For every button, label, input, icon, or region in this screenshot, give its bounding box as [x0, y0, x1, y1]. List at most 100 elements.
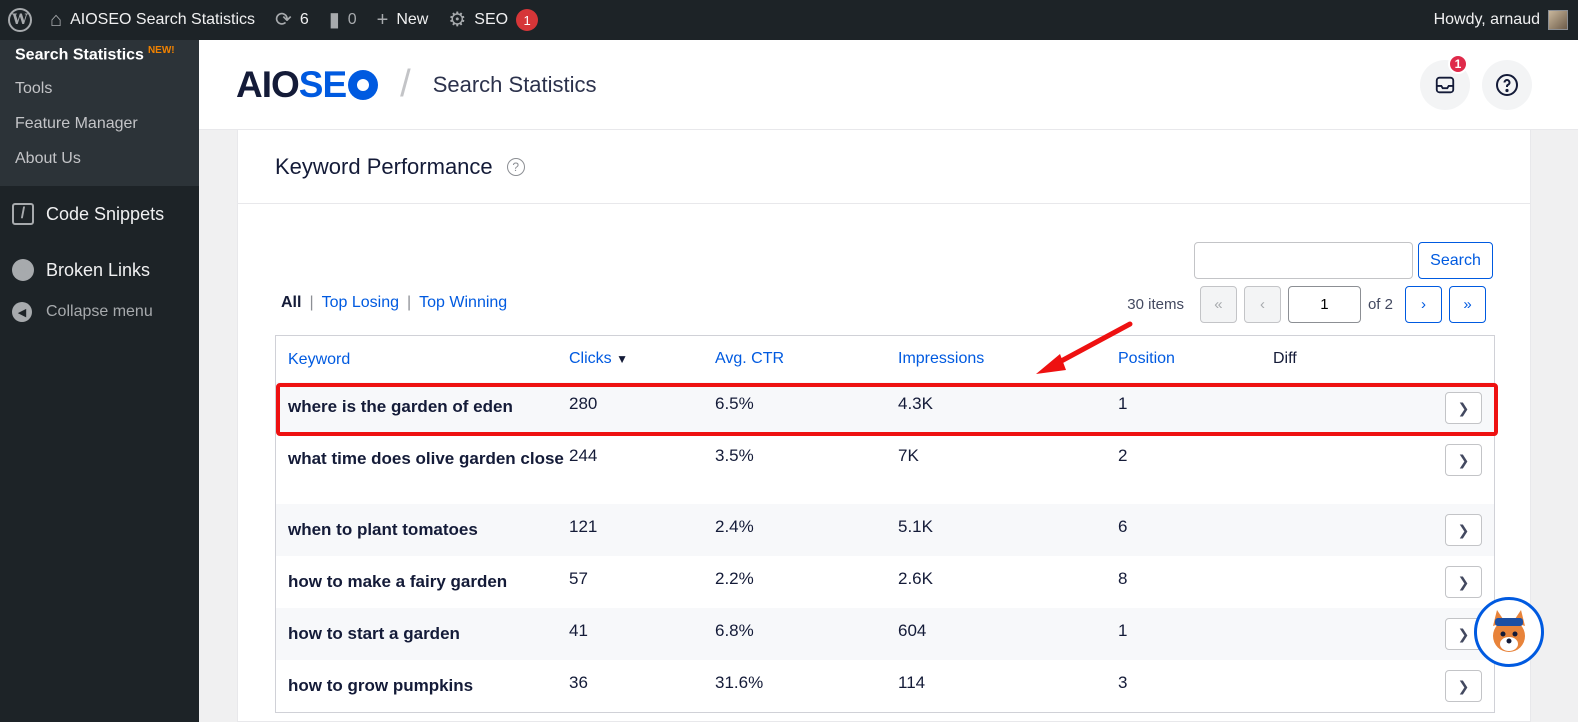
prev-page-button[interactable]: ‹: [1243, 286, 1281, 323]
clicks-cell: 41: [569, 621, 588, 640]
col-clicks[interactable]: Clicks ▼: [569, 350, 715, 368]
keyword-performance-card: Keyword Performance ? Search All | Top Los…: [237, 130, 1531, 722]
submenu-search-statistics[interactable]: Search Statistics NEW!: [0, 40, 199, 71]
position-cell: 1: [1118, 621, 1128, 640]
keyword-cell: how to start a garden: [288, 624, 460, 643]
col-position[interactable]: Position: [1118, 350, 1175, 367]
keywords-table: Keyword Clicks ▼ Avg. CTR Impressions Po…: [275, 335, 1495, 713]
position-cell: 6: [1118, 517, 1128, 536]
header-separator: /: [400, 63, 411, 105]
chevron-right-icon: ❯: [1457, 573, 1470, 590]
page-title: Search Statistics: [432, 71, 597, 97]
aioseo-logo: AIO SE: [236, 63, 379, 106]
clicks-cell: 121: [569, 517, 598, 536]
ctr-cell: 6.5%: [715, 394, 754, 413]
notifications-button[interactable]: 1: [1420, 53, 1470, 110]
wordpress-icon: W: [8, 8, 32, 32]
chevron-right-icon: ❯: [1457, 399, 1470, 416]
clicks-cell: 36: [569, 673, 588, 692]
chevron-right-icon: ❯: [1457, 451, 1470, 468]
filter-top-losing[interactable]: Top Losing: [321, 294, 399, 311]
howdy-text: Howdy, arnaud: [1433, 11, 1540, 28]
col-avg-ctr[interactable]: Avg. CTR: [715, 350, 785, 367]
site-name-link[interactable]: ⌂ AIOSEO Search Statistics: [40, 0, 265, 40]
help-button[interactable]: [1482, 59, 1532, 110]
dog-mascot-icon: [1493, 610, 1525, 652]
row-expand-button[interactable]: ❯: [1445, 670, 1482, 702]
keyword-filters: All | Top Losing | Top Winning: [281, 294, 507, 312]
page-number-input[interactable]: [1287, 286, 1361, 323]
menu-label: Code Snippets: [46, 203, 165, 224]
row-expand-button[interactable]: ❯: [1445, 514, 1482, 546]
table-row: how to make a fairy garden 57 2.2% 2.6K …: [276, 556, 1494, 608]
col-keyword[interactable]: Keyword: [288, 350, 351, 368]
admin-bar: W ⌂ AIOSEO Search Statistics ⟳ 6 ▮ 0 + N…: [0, 0, 1578, 40]
impressions-cell: 114: [898, 673, 926, 692]
ctr-cell: 31.6%: [715, 673, 764, 692]
mascot-help-button[interactable]: [1474, 597, 1544, 667]
col-impressions[interactable]: Impressions: [898, 350, 985, 367]
seo-submenu: Search Statistics NEW! Tools Feature Mana…: [0, 40, 199, 187]
impressions-cell: 604: [898, 621, 927, 640]
impressions-cell: 4.3K: [898, 394, 933, 413]
filter-all[interactable]: All: [281, 294, 302, 311]
plus-icon: +: [376, 9, 389, 31]
ctr-cell: 2.4%: [715, 517, 754, 536]
seo-menu-link[interactable]: ⚙ SEO 1: [438, 0, 548, 40]
table-row: what time does olive garden close 244 3.…: [276, 433, 1494, 504]
collapse-menu-button[interactable]: ◀ Collapse menu: [0, 298, 199, 326]
filter-divider: |: [407, 294, 412, 311]
keyword-cell: how to make a fairy garden: [288, 572, 508, 591]
row-expand-button[interactable]: ❯: [1445, 444, 1482, 476]
search-row: Search: [1194, 242, 1493, 279]
admin-sidebar: Search Statistics NEW! Tools Feature Mana…: [0, 40, 199, 722]
next-page-button[interactable]: ›: [1405, 286, 1442, 323]
impressions-cell: 5.1K: [898, 517, 933, 536]
ctr-cell: 2.2%: [715, 569, 754, 588]
table-row: when to plant tomatoes 121 2.4% 5.1K 6 ❯: [276, 504, 1494, 556]
wordpress-logo-button[interactable]: W: [0, 0, 40, 40]
submenu-tools[interactable]: Tools: [15, 80, 53, 98]
impressions-cell: 2.6K: [898, 569, 933, 588]
clicks-cell: 244: [569, 446, 598, 465]
ctr-cell: 3.5%: [715, 446, 754, 465]
search-button[interactable]: Search: [1418, 242, 1493, 279]
menu-code-snippets[interactable]: / Code Snippets: [0, 186, 199, 242]
chevron-right-icon: ❯: [1457, 625, 1470, 642]
row-expand-button[interactable]: ❯: [1445, 566, 1482, 598]
keyword-search-input[interactable]: [1194, 242, 1413, 279]
submenu-about-us[interactable]: About Us: [15, 150, 81, 168]
keyword-cell: where is the garden of eden: [288, 397, 513, 416]
new-content-link[interactable]: + New: [367, 0, 439, 40]
logo-text-aio: AIO: [236, 63, 300, 105]
account-menu[interactable]: Howdy, arnaud: [1434, 10, 1578, 30]
row-expand-button[interactable]: ❯: [1445, 392, 1482, 424]
impressions-cell: 7K: [898, 446, 919, 465]
comments-link[interactable]: ▮ 0: [319, 0, 367, 40]
keyword-cell: what time does olive garden close: [288, 449, 564, 468]
position-cell: 3: [1118, 673, 1128, 692]
question-icon[interactable]: ?: [506, 157, 525, 176]
position-cell: 2: [1118, 446, 1128, 465]
first-page-button[interactable]: «: [1199, 286, 1237, 323]
filter-top-winning[interactable]: Top Winning: [419, 294, 508, 311]
menu-broken-links[interactable]: ✎ Broken Links: [0, 242, 199, 298]
help-icon: [1496, 73, 1518, 96]
last-page-button[interactable]: »: [1449, 286, 1486, 323]
page-total: of 2: [1367, 296, 1393, 313]
comments-count: 0: [347, 11, 357, 28]
position-cell: 8: [1118, 569, 1128, 588]
logo-text-seo: SE: [298, 63, 347, 105]
clicks-cell: 57: [569, 569, 588, 588]
updates-link[interactable]: ⟳ 6: [265, 0, 319, 40]
seo-label: SEO: [474, 11, 509, 28]
collapse-arrow-icon: ◀: [12, 302, 32, 323]
submenu-feature-manager[interactable]: Feature Manager: [15, 115, 138, 133]
user-avatar: [1548, 10, 1568, 30]
items-count: 30 items: [1127, 296, 1184, 313]
broken-links-icon: ✎: [12, 259, 34, 282]
table-header: Keyword Clicks ▼ Avg. CTR Impressions Po…: [276, 336, 1494, 382]
collapse-label: Collapse menu: [46, 303, 153, 321]
new-badge: NEW!: [147, 45, 175, 56]
submenu-label: Search Statistics: [15, 46, 144, 64]
